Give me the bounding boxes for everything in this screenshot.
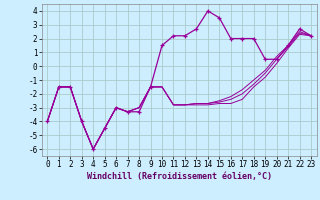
X-axis label: Windchill (Refroidissement éolien,°C): Windchill (Refroidissement éolien,°C) — [87, 172, 272, 181]
